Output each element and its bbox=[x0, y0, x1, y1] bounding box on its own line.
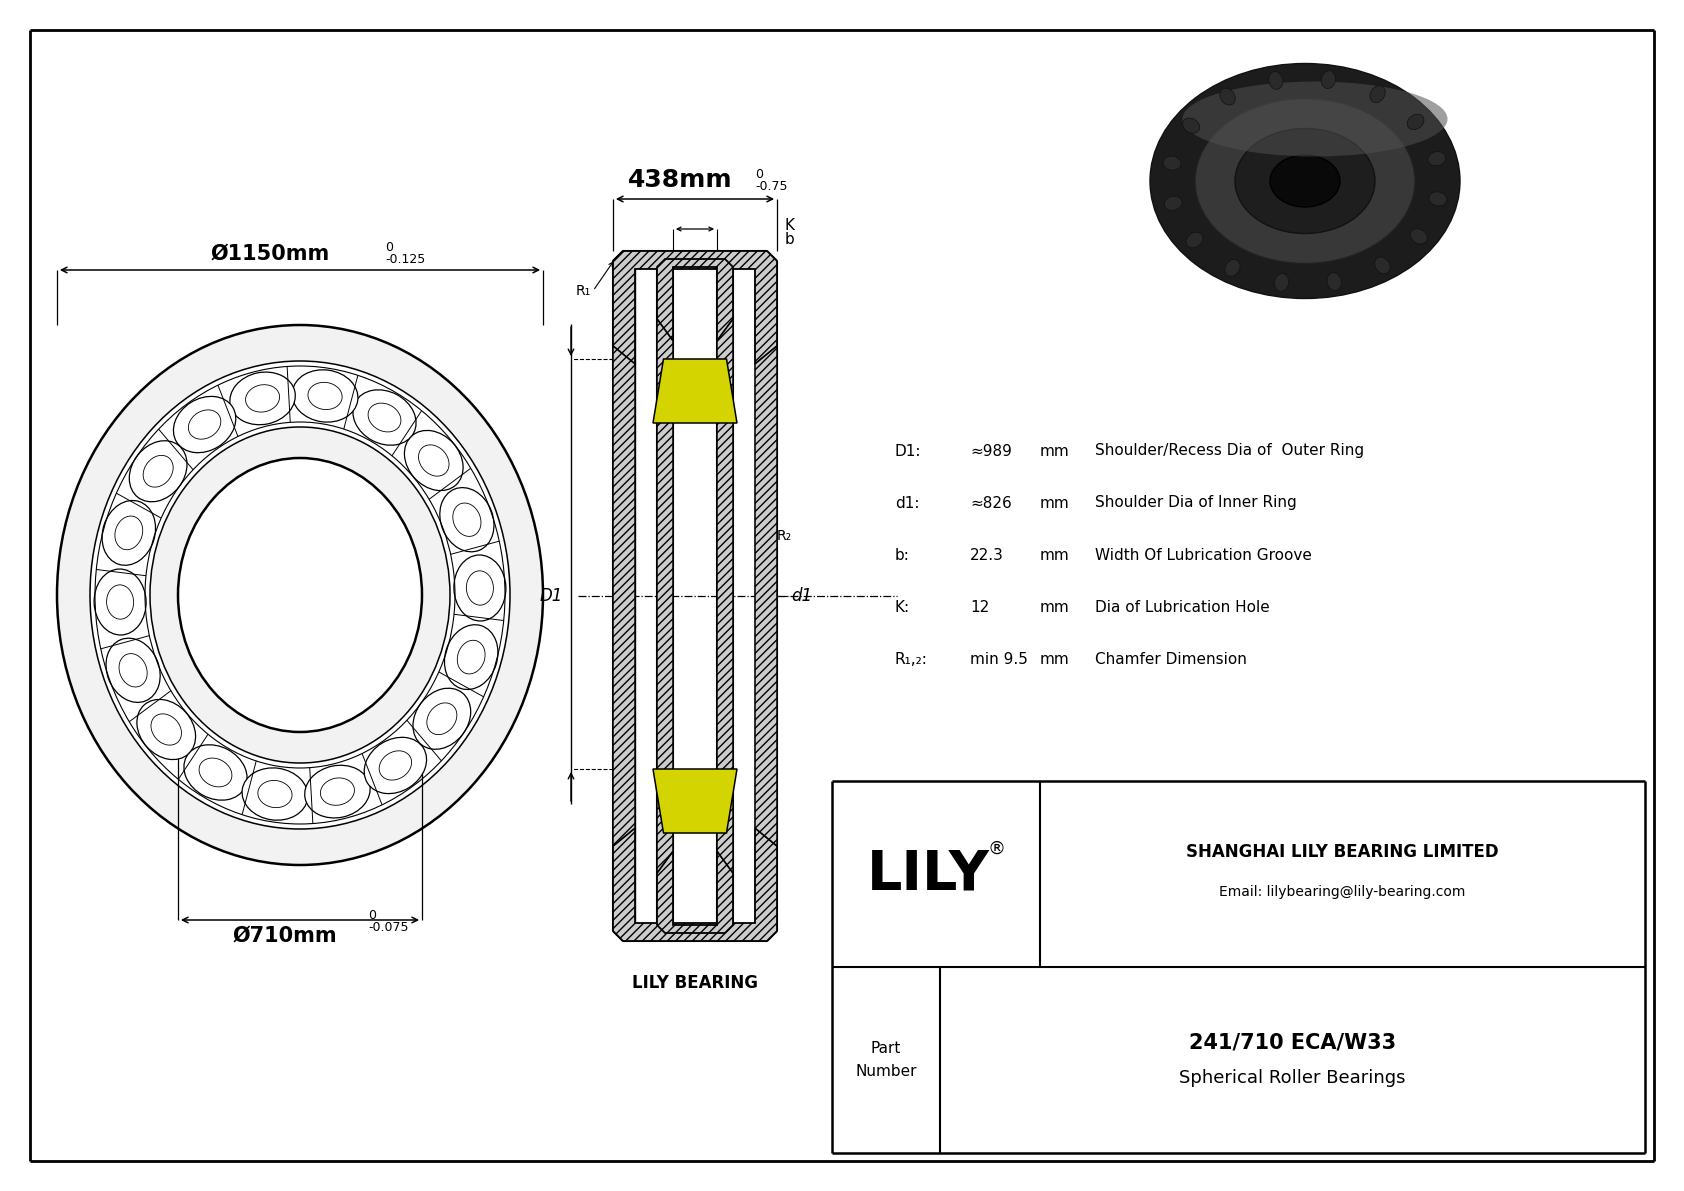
Text: Ø710mm: Ø710mm bbox=[232, 925, 337, 946]
Text: R₁: R₁ bbox=[576, 283, 591, 298]
Ellipse shape bbox=[150, 428, 450, 763]
Text: Shoulder/Recess Dia of  Outer Ring: Shoulder/Recess Dia of Outer Ring bbox=[1095, 443, 1364, 459]
Ellipse shape bbox=[1411, 229, 1428, 244]
Text: 0: 0 bbox=[369, 909, 376, 922]
Text: ≈826: ≈826 bbox=[970, 495, 1012, 511]
Ellipse shape bbox=[1270, 155, 1340, 207]
Text: Dia of Lubrication Hole: Dia of Lubrication Hole bbox=[1095, 599, 1270, 615]
Text: Width Of Lubrication Groove: Width Of Lubrication Groove bbox=[1095, 548, 1312, 562]
Ellipse shape bbox=[1186, 232, 1202, 248]
Polygon shape bbox=[653, 769, 738, 833]
Ellipse shape bbox=[291, 369, 359, 422]
Text: 12: 12 bbox=[970, 599, 989, 615]
Text: R₁,₂:: R₁,₂: bbox=[894, 651, 928, 667]
Text: d1: d1 bbox=[791, 587, 812, 605]
Text: LILY: LILY bbox=[867, 847, 990, 902]
Ellipse shape bbox=[1327, 273, 1342, 291]
Ellipse shape bbox=[1182, 118, 1199, 133]
Text: D1:: D1: bbox=[894, 443, 921, 459]
Ellipse shape bbox=[305, 766, 370, 818]
Polygon shape bbox=[657, 258, 733, 341]
Ellipse shape bbox=[1275, 274, 1288, 292]
Text: d1:: d1: bbox=[894, 495, 919, 511]
Ellipse shape bbox=[57, 325, 542, 865]
Text: ≈989: ≈989 bbox=[970, 443, 1012, 459]
Polygon shape bbox=[657, 852, 733, 933]
Ellipse shape bbox=[404, 430, 463, 491]
Polygon shape bbox=[657, 319, 674, 873]
Text: -0.075: -0.075 bbox=[369, 921, 409, 934]
Ellipse shape bbox=[173, 397, 236, 453]
Text: Email: lilybearing@lily-bearing.com: Email: lilybearing@lily-bearing.com bbox=[1219, 885, 1465, 899]
Ellipse shape bbox=[1322, 70, 1335, 88]
Ellipse shape bbox=[1164, 156, 1180, 170]
Ellipse shape bbox=[1164, 197, 1182, 211]
Text: mm: mm bbox=[1041, 443, 1069, 459]
Ellipse shape bbox=[1408, 114, 1425, 130]
Text: mm: mm bbox=[1041, 599, 1069, 615]
Polygon shape bbox=[653, 358, 738, 423]
Ellipse shape bbox=[1369, 86, 1386, 102]
Text: K: K bbox=[785, 218, 795, 232]
Text: Chamfer Dimension: Chamfer Dimension bbox=[1095, 651, 1246, 667]
Ellipse shape bbox=[413, 688, 472, 749]
Ellipse shape bbox=[229, 372, 295, 425]
Ellipse shape bbox=[440, 487, 493, 551]
Polygon shape bbox=[754, 347, 776, 846]
Text: mm: mm bbox=[1041, 651, 1069, 667]
Text: 438mm: 438mm bbox=[628, 168, 733, 192]
Polygon shape bbox=[613, 347, 635, 846]
Polygon shape bbox=[717, 319, 733, 873]
Ellipse shape bbox=[1268, 71, 1283, 89]
Text: 0: 0 bbox=[386, 241, 392, 254]
Text: Part
Number: Part Number bbox=[855, 1041, 916, 1079]
Text: SHANGHAI LILY BEARING LIMITED: SHANGHAI LILY BEARING LIMITED bbox=[1186, 843, 1499, 861]
Text: min 9.5: min 9.5 bbox=[970, 651, 1027, 667]
Ellipse shape bbox=[445, 625, 498, 690]
Ellipse shape bbox=[136, 699, 195, 760]
Text: 241/710 ECA/W33: 241/710 ECA/W33 bbox=[1189, 1031, 1396, 1052]
Ellipse shape bbox=[354, 389, 416, 445]
Text: ®: ® bbox=[989, 840, 1005, 858]
Ellipse shape bbox=[1219, 88, 1236, 105]
Text: b: b bbox=[785, 231, 795, 247]
Ellipse shape bbox=[242, 768, 308, 821]
Ellipse shape bbox=[130, 441, 187, 501]
Ellipse shape bbox=[179, 459, 423, 732]
Ellipse shape bbox=[364, 737, 426, 793]
Text: mm: mm bbox=[1041, 495, 1069, 511]
Text: 22.3: 22.3 bbox=[970, 548, 1004, 562]
Text: -0.125: -0.125 bbox=[386, 252, 426, 266]
Text: K:: K: bbox=[894, 599, 909, 615]
Text: Ø1150mm: Ø1150mm bbox=[210, 244, 330, 264]
Text: mm: mm bbox=[1041, 548, 1069, 562]
Ellipse shape bbox=[94, 569, 147, 635]
Ellipse shape bbox=[1182, 81, 1448, 156]
Ellipse shape bbox=[89, 361, 510, 829]
Ellipse shape bbox=[1196, 99, 1415, 263]
Text: Spherical Roller Bearings: Spherical Roller Bearings bbox=[1179, 1070, 1406, 1087]
Polygon shape bbox=[613, 828, 776, 941]
Text: Shoulder Dia of Inner Ring: Shoulder Dia of Inner Ring bbox=[1095, 495, 1297, 511]
Text: R₂: R₂ bbox=[776, 529, 791, 543]
Text: b:: b: bbox=[894, 548, 909, 562]
Ellipse shape bbox=[106, 638, 160, 703]
Ellipse shape bbox=[1234, 129, 1376, 233]
Text: LILY BEARING: LILY BEARING bbox=[632, 974, 758, 992]
Text: D1: D1 bbox=[539, 587, 562, 605]
Ellipse shape bbox=[1150, 63, 1460, 299]
Ellipse shape bbox=[1428, 151, 1447, 166]
Text: 0: 0 bbox=[754, 168, 763, 181]
Ellipse shape bbox=[184, 744, 248, 800]
Ellipse shape bbox=[1224, 260, 1239, 276]
Ellipse shape bbox=[455, 555, 505, 621]
Ellipse shape bbox=[1430, 192, 1447, 206]
Ellipse shape bbox=[103, 500, 155, 566]
Ellipse shape bbox=[1374, 257, 1391, 274]
Text: -0.75: -0.75 bbox=[754, 180, 788, 193]
Polygon shape bbox=[613, 251, 776, 364]
